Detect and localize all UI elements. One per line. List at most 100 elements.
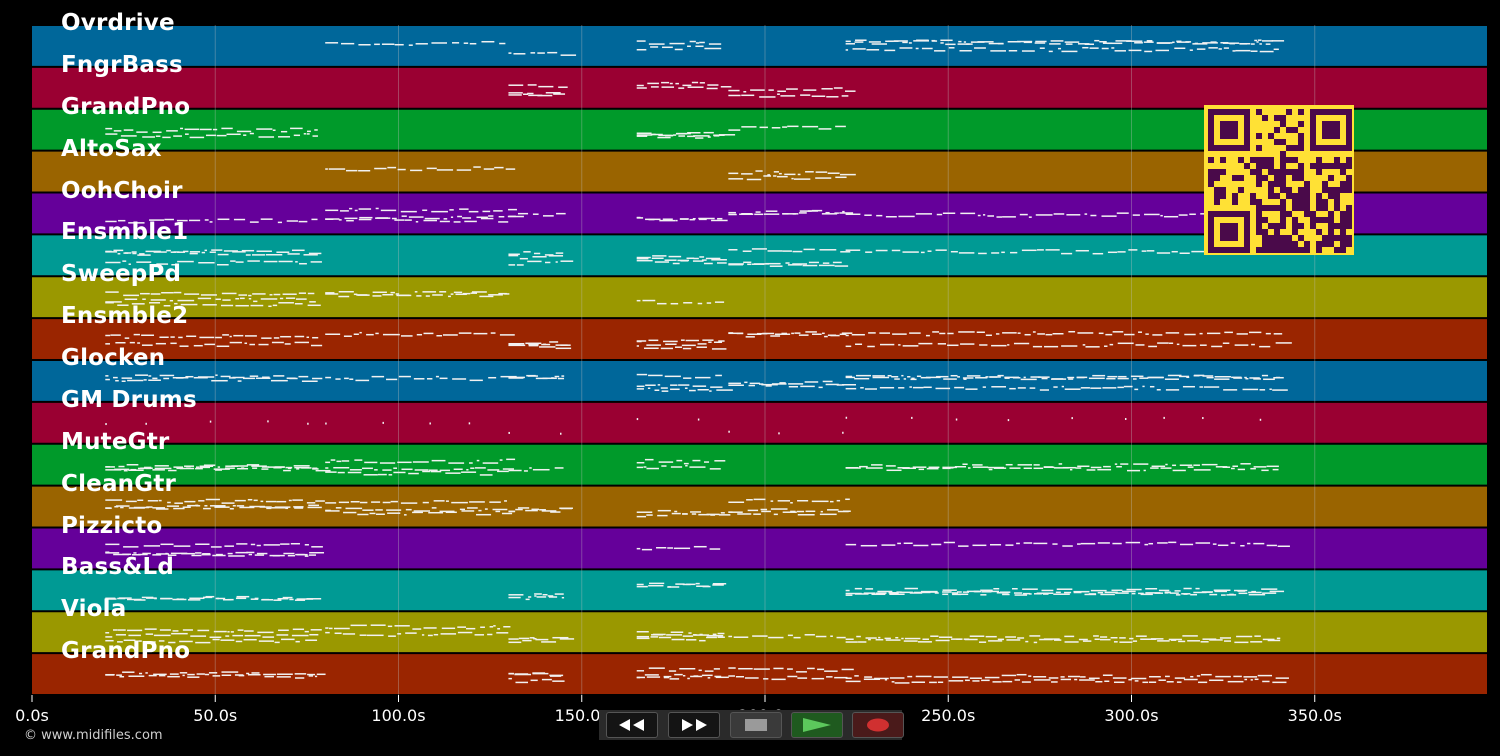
note-mark [698,218,707,221]
note-mark [158,640,165,642]
note-mark [641,548,653,551]
note-mark [508,215,516,218]
note-mark [1148,681,1157,683]
note-mark [958,252,975,254]
note-mark [1140,638,1157,640]
note-mark [413,378,425,380]
note-mark [951,592,959,594]
note-mark [985,334,992,337]
note-mark [343,511,357,514]
note-mark [518,637,530,640]
note-mark [867,345,875,348]
track-lane[interactable] [32,570,1487,611]
record-button[interactable] [852,712,904,738]
note-mark [287,467,292,470]
note-mark [1035,214,1053,216]
note-mark [1126,588,1142,591]
note-mark [1117,386,1124,389]
note-mark [915,675,932,678]
note-mark [120,506,124,509]
note-mark [1150,638,1164,640]
note-mark [959,50,972,52]
note-mark [1102,674,1113,676]
note-mark [433,633,439,636]
note-mark [248,294,252,297]
note-mark [1113,641,1118,643]
note-mark [1077,465,1090,468]
note-mark [387,625,393,628]
note-mark [416,295,422,297]
note-mark [202,304,217,306]
track-lane[interactable] [32,26,1487,66]
note-mark [855,374,872,377]
note-mark [974,47,986,49]
rewind-button[interactable] [606,712,658,738]
note-mark [1262,680,1270,683]
note-mark [274,506,291,508]
note-mark [845,680,861,683]
note-mark [1028,216,1032,218]
note-mark [508,677,512,680]
note-mark [864,214,872,216]
fast-forward-button[interactable] [668,712,720,738]
note-mark [375,509,383,511]
note-mark [1269,590,1285,593]
note-mark [443,218,448,220]
note-mark [209,636,222,639]
note-mark [845,466,859,469]
note-mark [215,374,218,376]
note-mark [1010,251,1018,254]
note-mark [942,591,952,593]
note-mark [865,588,874,590]
track-lane[interactable] [32,67,1487,108]
note-mark [359,634,367,636]
note-mark [1232,465,1238,468]
note-mark [127,629,143,632]
note-mark [1140,593,1153,596]
note-mark [888,592,899,594]
track-lane[interactable] [32,528,1487,569]
track-lane[interactable] [32,444,1487,485]
track-lane[interactable] [32,612,1487,653]
track-name-label: Viola [61,596,127,623]
stop-button[interactable] [730,712,782,738]
track-lane[interactable] [32,402,1487,443]
note-mark [865,637,877,639]
track-notes [325,39,1285,56]
note-mark [271,341,284,344]
note-mark [217,466,221,468]
note-mark [1164,675,1170,678]
note-mark [345,169,358,172]
note-mark [142,298,146,300]
note-mark [1135,635,1147,637]
track-lane[interactable] [32,277,1487,318]
track-lane[interactable] [32,361,1487,401]
note-mark [215,298,221,301]
note-mark [1156,252,1171,254]
note-mark [433,500,445,502]
note-mark [1170,639,1177,641]
play-button[interactable] [791,712,843,738]
note-mark [1004,376,1019,379]
note-mark [358,169,371,172]
note-mark [116,674,122,676]
note-mark [105,673,115,676]
note-mark [1053,213,1065,215]
track-lane[interactable] [32,319,1487,359]
note-mark [195,504,199,507]
note-mark [777,500,791,502]
track-lane[interactable] [32,486,1487,527]
note-mark [771,678,786,681]
note-mark [154,465,169,467]
note-mark [636,87,647,89]
note-mark [956,638,962,640]
note-mark [435,375,439,378]
note-mark [1100,593,1115,596]
note-mark [303,254,318,256]
note-mark [527,260,542,263]
note-mark [792,263,808,265]
note-mark [1191,250,1204,253]
note-mark [687,86,704,88]
note-mark [309,551,325,554]
note-mark [479,295,494,298]
